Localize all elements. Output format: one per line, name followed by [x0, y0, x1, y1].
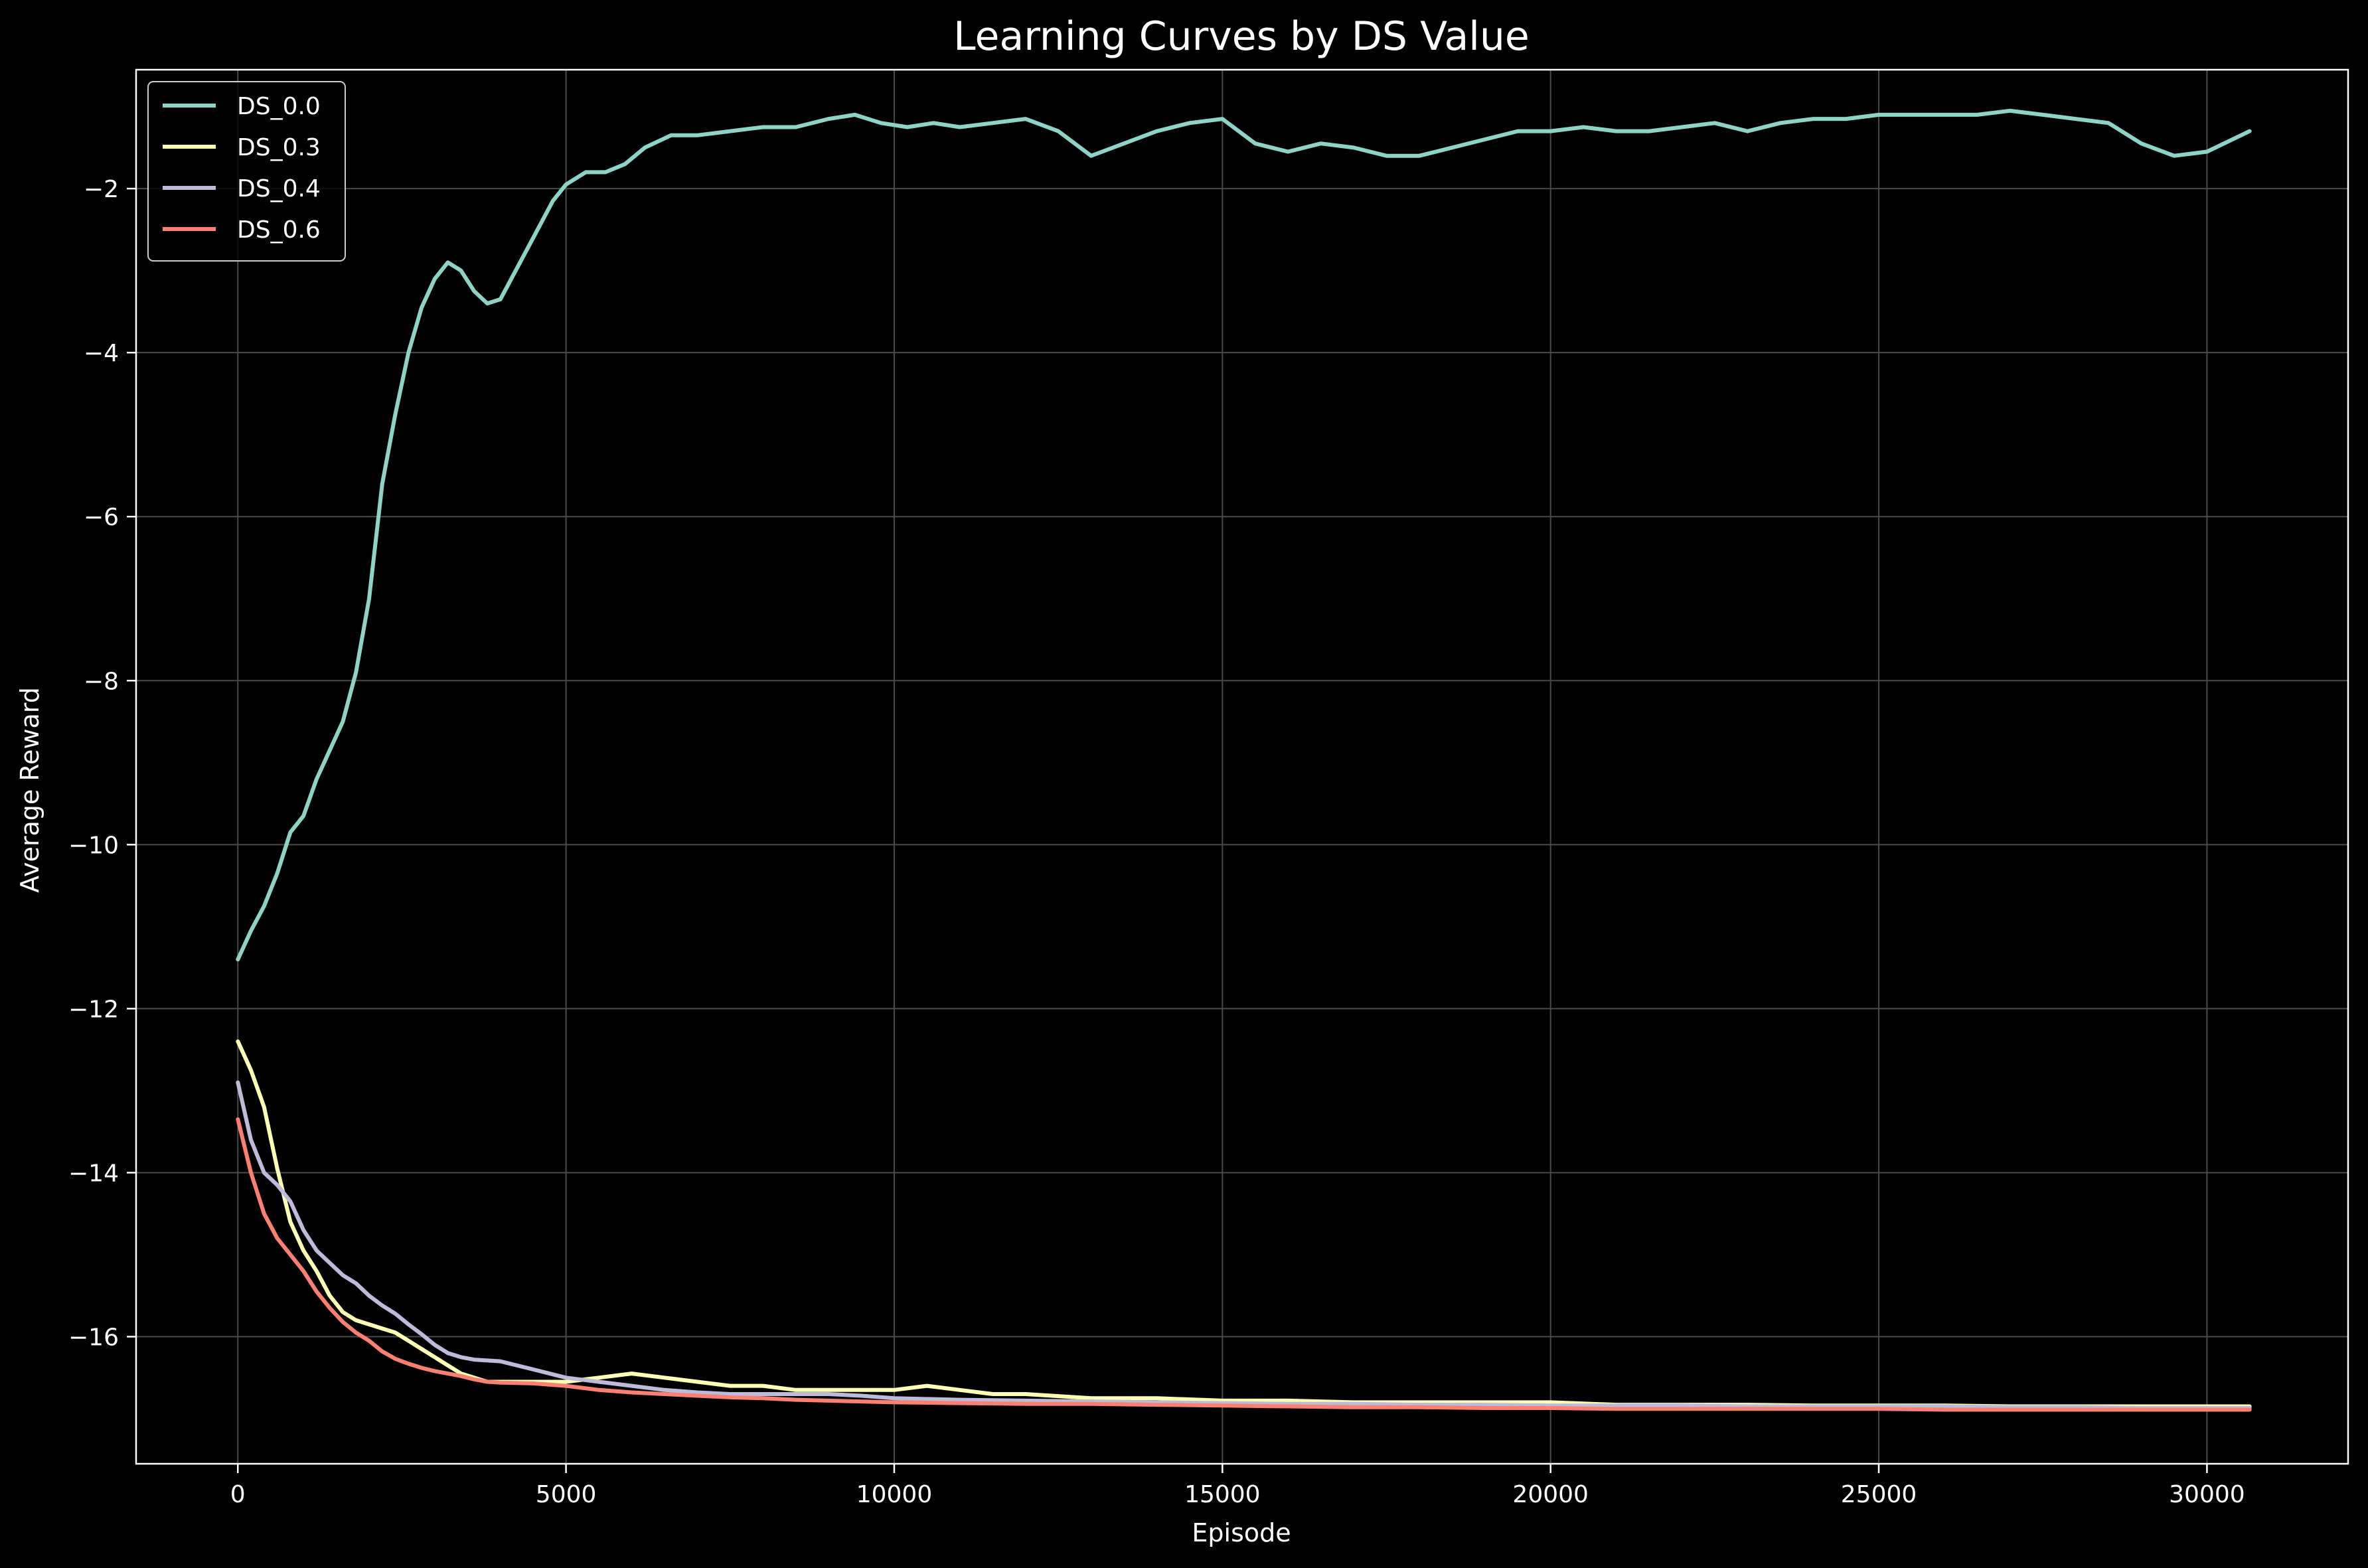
- x-tick-label: 20000: [1512, 1481, 1589, 1508]
- y-tick-label: −16: [68, 1324, 119, 1352]
- legend-label-ds-0-3: DS_0.3: [237, 134, 321, 161]
- x-tick-label: 0: [230, 1481, 246, 1508]
- plot-frame: [135, 68, 2349, 1465]
- legend-label-ds-0-6: DS_0.6: [237, 216, 321, 244]
- y-tick-label: −12: [68, 996, 119, 1023]
- x-tick-label: 15000: [1184, 1481, 1261, 1508]
- y-tick-label: −10: [68, 832, 119, 859]
- x-tick-label: 5000: [536, 1481, 597, 1508]
- series-line-ds-0-0: [236, 108, 2252, 962]
- chart-title: Learning Curves by DS Value: [953, 13, 1530, 60]
- y-axis-label: Average Reward: [15, 687, 44, 893]
- x-tick-label: 25000: [1841, 1481, 1917, 1508]
- series-lines: [236, 108, 2252, 1412]
- legend: DS_0.0 DS_0.3 DS_0.4 DS_0.6: [147, 81, 346, 262]
- y-tick-label: −2: [84, 176, 119, 203]
- series-line-ds-0-4: [236, 1080, 2252, 1410]
- y-tick-label: −6: [84, 504, 119, 531]
- legend-label-ds-0-4: DS_0.4: [237, 175, 321, 202]
- x-tick-label: 30000: [2169, 1481, 2245, 1508]
- y-tick-label: −14: [68, 1160, 119, 1187]
- legend-label-ds-0-0: DS_0.0: [237, 93, 321, 120]
- legend-box: [147, 81, 346, 262]
- grid-lines: [136, 70, 2348, 1464]
- x-tick-label: 10000: [856, 1481, 933, 1508]
- y-tick-label: −8: [84, 668, 119, 695]
- y-tick-label: −4: [84, 340, 119, 367]
- series-line-ds-0-6: [236, 1117, 2252, 1412]
- x-axis-label: Episode: [1192, 1518, 1291, 1547]
- axis-ticks: 0 5000 10000 15000 20000 25000 30000 −16 −14 −12 −…: [68, 176, 2245, 1508]
